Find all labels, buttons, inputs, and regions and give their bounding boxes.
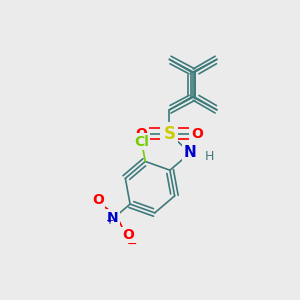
Text: +: + <box>105 216 113 226</box>
Text: O: O <box>191 127 203 141</box>
Text: Cl: Cl <box>134 135 149 149</box>
Text: O: O <box>135 127 147 141</box>
Text: −: − <box>127 238 137 251</box>
Text: S: S <box>163 125 175 143</box>
Text: O: O <box>92 193 104 207</box>
Text: H: H <box>205 150 214 163</box>
Text: N: N <box>184 146 196 160</box>
Text: N: N <box>107 211 119 225</box>
Text: O: O <box>122 228 134 242</box>
